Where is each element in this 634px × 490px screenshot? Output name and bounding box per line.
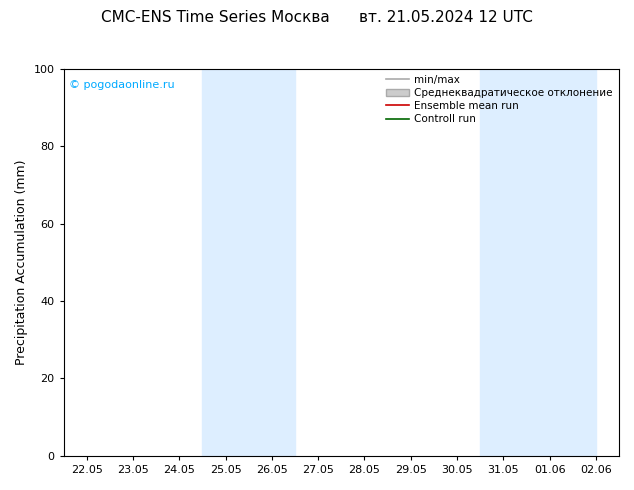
Bar: [202, 69, 295, 456]
Text: CMC-ENS Time Series Москва      вт. 21.05.2024 12 UTC: CMC-ENS Time Series Москва вт. 21.05.202…: [101, 10, 533, 25]
Bar: [480, 69, 596, 456]
Legend: min/max, Среднеквадратическое отклонение, Ensemble mean run, Controll run: min/max, Среднеквадратическое отклонение…: [383, 72, 616, 127]
Text: © pogodaonline.ru: © pogodaonline.ru: [69, 80, 175, 90]
Y-axis label: Precipitation Accumulation (mm): Precipitation Accumulation (mm): [15, 160, 28, 365]
